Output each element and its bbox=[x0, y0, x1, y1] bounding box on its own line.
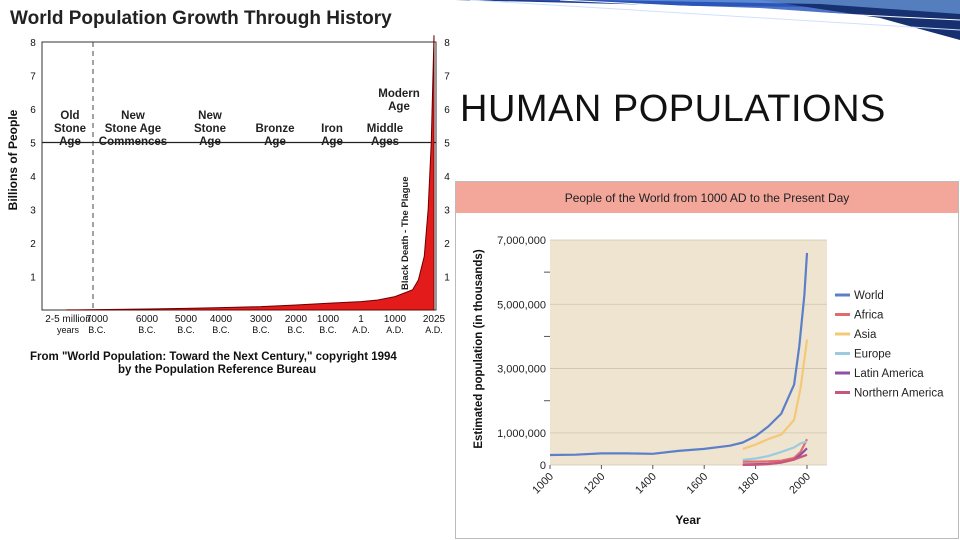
era-label: Ages bbox=[371, 136, 399, 148]
x-tick-label: 2-5 million bbox=[45, 314, 91, 325]
series-line-world bbox=[549, 252, 809, 457]
era-label: New bbox=[198, 110, 222, 122]
y-tick-label: 3,000,000 bbox=[497, 364, 546, 376]
x-tick-label-sub: B.C. bbox=[319, 325, 337, 335]
y-tick-label: 5,000,000 bbox=[497, 299, 546, 311]
slide-title: HUMAN POPULATIONS bbox=[460, 88, 886, 130]
x-tick-label-sub: B.C. bbox=[287, 325, 305, 335]
x-tick-label: 2025 bbox=[423, 314, 446, 325]
x-tick-label: 3000 bbox=[250, 314, 273, 325]
x-tick-label-sub: B.C. bbox=[252, 325, 270, 335]
y-axis-label: Estimated population (in thousands) bbox=[473, 249, 485, 449]
x-axis-label: Year bbox=[675, 513, 701, 527]
y-tick-label-right: 6 bbox=[444, 105, 450, 116]
era-label: Middle bbox=[367, 123, 403, 135]
x-tick-label: 7000 bbox=[86, 314, 109, 325]
plague-annotation: Black Death - The Plague bbox=[400, 176, 411, 290]
era-label: Bronze bbox=[256, 123, 295, 135]
era-label: Iron bbox=[321, 123, 343, 135]
legend-entry: Africa bbox=[854, 310, 884, 322]
y-tick-label: 4 bbox=[30, 172, 36, 183]
era-label: Age bbox=[59, 136, 81, 148]
series-line-northern-america bbox=[742, 453, 808, 466]
x-tick-label-sub: B.C. bbox=[138, 325, 156, 335]
era-label: Stone bbox=[194, 123, 226, 135]
era-label: Commences bbox=[99, 136, 167, 148]
legend-entry: Asia bbox=[854, 329, 877, 341]
y-tick-label: 6 bbox=[30, 105, 36, 116]
x-tick-label-sub: A.D. bbox=[425, 325, 443, 335]
x-tick-label-sub: A.D. bbox=[386, 325, 404, 335]
y-tick-label: 0 bbox=[540, 460, 546, 472]
x-tick-label-sub: B.C. bbox=[88, 325, 106, 335]
legend-entry: World bbox=[854, 290, 884, 302]
y-tick-label-right: 2 bbox=[444, 239, 450, 250]
chart-title: People of the World from 1000 AD to the … bbox=[565, 191, 850, 205]
x-tick-label-sub: B.C. bbox=[177, 325, 195, 335]
x-tick-label-sub: years bbox=[57, 325, 80, 335]
era-label: Modern bbox=[378, 88, 420, 100]
legend-entry: Northern America bbox=[854, 388, 944, 400]
y-axis-label: Billions of People bbox=[6, 109, 20, 210]
y-tick-label-right: 3 bbox=[444, 206, 450, 217]
y-tick-label: 7 bbox=[30, 72, 36, 83]
y-tick-label-right: 5 bbox=[444, 139, 450, 150]
x-tick-label: 2000 bbox=[285, 314, 308, 325]
x-tick-label: 5000 bbox=[175, 314, 198, 325]
plot-area bbox=[41, 41, 437, 311]
era-label: Stone Age bbox=[105, 123, 161, 135]
era-label: Age bbox=[321, 136, 343, 148]
plot-area bbox=[550, 240, 827, 465]
x-tick-label: 1000 bbox=[317, 314, 340, 325]
y-tick-label: 8 bbox=[30, 38, 36, 49]
era-label: Age bbox=[264, 136, 286, 148]
y-tick-label-right: 4 bbox=[444, 172, 450, 183]
era-label: New bbox=[121, 110, 145, 122]
era-label: Stone bbox=[54, 123, 86, 135]
x-tick-label-sub: A.D. bbox=[352, 325, 370, 335]
chart-title: World Population Growth Through History bbox=[10, 8, 392, 29]
x-tick-label: 1 bbox=[358, 314, 364, 325]
slide-decoration bbox=[455, 0, 960, 40]
world-population-history-chart: World Population Growth Through History … bbox=[0, 0, 456, 380]
y-tick-label: 2 bbox=[30, 239, 36, 250]
source-line-1: From "World Population: Toward the Next … bbox=[30, 351, 397, 363]
source-line-2: by the Population Reference Bureau bbox=[118, 364, 316, 376]
era-label: Old bbox=[60, 110, 79, 122]
y-tick-label-right: 1 bbox=[444, 273, 450, 284]
y-tick-label: 3 bbox=[30, 206, 36, 217]
legend-entry: Latin America bbox=[854, 368, 924, 380]
legend-entry: Europe bbox=[854, 349, 891, 361]
series-line-africa bbox=[742, 438, 808, 463]
series-line-europe bbox=[742, 440, 808, 461]
population-area bbox=[66, 35, 435, 311]
era-label: Age bbox=[199, 136, 221, 148]
y-tick-label-right: 7 bbox=[444, 72, 450, 83]
population-1000ad-chart: People of the World from 1000 AD to the … bbox=[455, 181, 959, 539]
y-tick-label: 5 bbox=[30, 139, 36, 150]
x-tick-label: 6000 bbox=[136, 314, 159, 325]
era-label: Age bbox=[388, 101, 410, 113]
y-tick-label: 7,000,000 bbox=[497, 235, 546, 247]
x-tick-label-sub: B.C. bbox=[212, 325, 230, 335]
x-tick-label: 4000 bbox=[210, 314, 233, 325]
series-line-asia bbox=[742, 339, 809, 450]
y-tick-label-right: 8 bbox=[444, 38, 450, 49]
y-tick-label: 1,000,000 bbox=[497, 428, 546, 440]
x-tick-label: 1000 bbox=[384, 314, 407, 325]
y-tick-label: 1 bbox=[30, 273, 36, 284]
